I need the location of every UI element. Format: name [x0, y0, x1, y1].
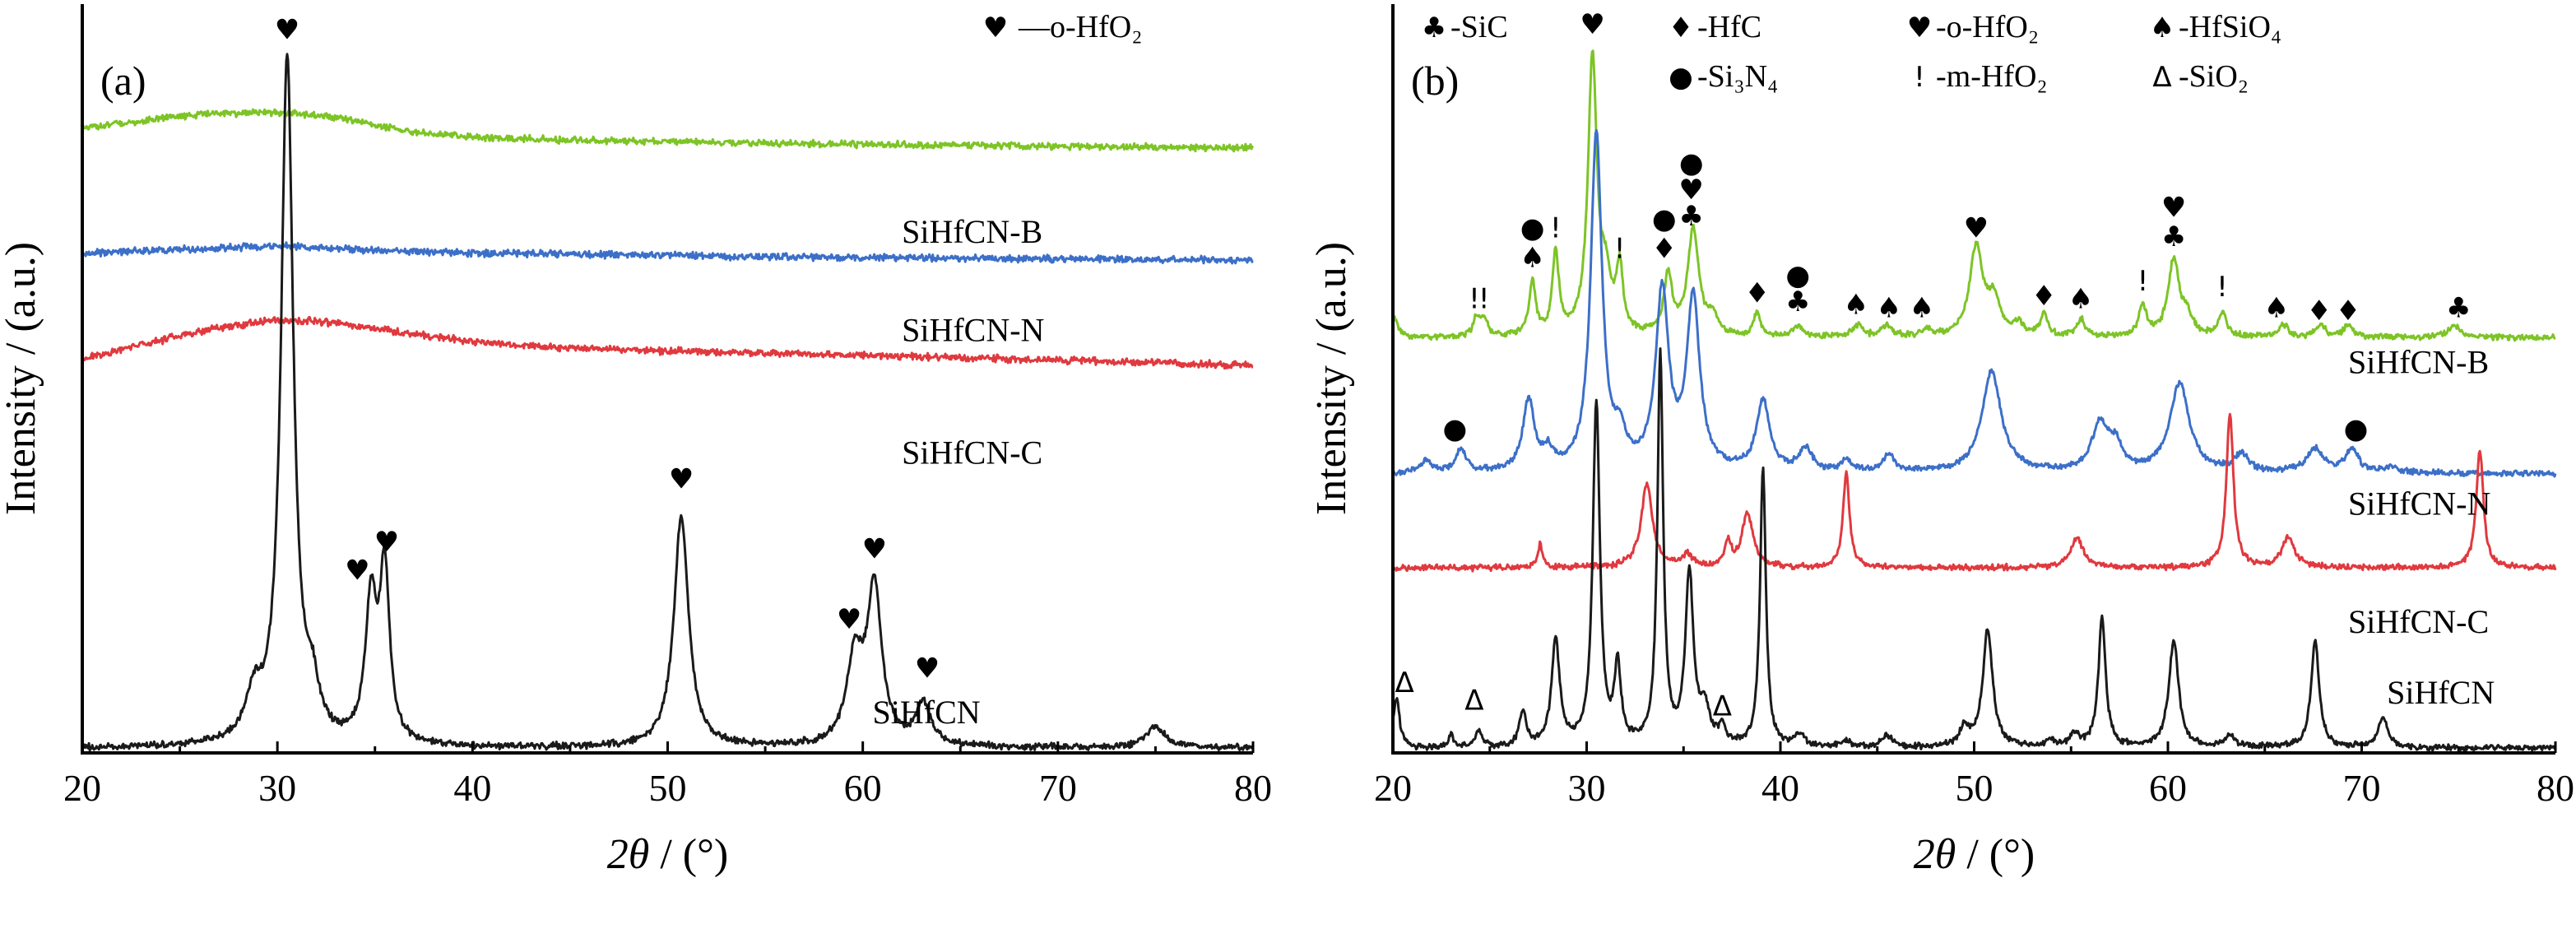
- legend-entry: -Si₃N₄: [1697, 59, 1778, 94]
- x-tick-label: 30: [258, 767, 296, 809]
- diamond-marker: ♦: [2336, 295, 2360, 327]
- spade-marker: ♠: [1844, 289, 1868, 322]
- dot-marker: ●: [1443, 412, 1468, 445]
- spade-marker: ♠: [1910, 291, 1934, 324]
- spade-marker: ♠: [1877, 291, 1901, 324]
- legend-entry: -o-HfO₂: [1936, 10, 2039, 44]
- x-tick-label: 20: [1374, 767, 1412, 809]
- club-marker: ♣: [1678, 200, 1703, 233]
- legend-heart-icon: ♥: [983, 12, 1008, 44]
- dot-marker: ●: [2344, 412, 2369, 445]
- x-tick-label: 40: [453, 767, 491, 809]
- legend-entry: -m-HfO₂: [1936, 59, 2048, 94]
- diamond-marker: ♦: [2031, 280, 2056, 313]
- x-tick-label: 80: [1234, 767, 1272, 809]
- panel-label: (a): [100, 58, 146, 104]
- y-axis-title: Intensity / (a.u.): [1308, 242, 1355, 515]
- series-sihfcn-b-line: [1391, 49, 2556, 342]
- legend-entry: -SiC: [1450, 10, 1508, 44]
- delta-marker: Δ: [1464, 684, 1483, 717]
- legend-entry: -SiO₂: [2179, 59, 2249, 94]
- dot-marker: ●: [1520, 211, 1545, 244]
- excl-marker: !: [1478, 282, 1490, 315]
- diamond-marker: ♦: [1651, 233, 1676, 266]
- heart-marker: ♥: [862, 533, 887, 566]
- heart-marker: ♥: [1964, 211, 1989, 244]
- legend-heart-icon: ♥: [1907, 12, 1932, 44]
- heart-marker: ♥: [2161, 191, 2186, 224]
- heart-marker: ♥: [837, 603, 861, 636]
- dot-marker: ●: [1785, 259, 1810, 292]
- x-tick-label: 70: [1039, 767, 1077, 809]
- excl-marker: !: [2137, 265, 2149, 298]
- y-axis-title: Intensity / (a.u.): [0, 242, 44, 515]
- spade-marker: ♠: [1520, 241, 1544, 274]
- heart-marker: ♥: [345, 554, 369, 587]
- club-marker: ♣: [1785, 286, 1810, 318]
- curve-label: SiHfCN-B: [2348, 343, 2489, 380]
- legend-entry: —o-HfO₂: [1018, 10, 1142, 44]
- delta-marker: Δ: [1395, 667, 1413, 699]
- heart-marker: ♥: [275, 14, 299, 47]
- x-axis-title: 2θ / (°): [1914, 831, 2035, 878]
- panel-label: (b): [1411, 58, 1459, 104]
- series-sihfcn-n-line: [81, 241, 1254, 265]
- excl-marker: !: [2216, 271, 2228, 304]
- x-tick-label: 60: [2149, 767, 2187, 809]
- series-sihfcn-c-line: [1391, 412, 2557, 573]
- x-tick-label: 30: [1568, 767, 1606, 809]
- heart-marker: ♥: [915, 653, 940, 685]
- spade-marker: ♠: [2264, 291, 2289, 324]
- heart-marker: ♥: [1678, 174, 1703, 207]
- curve-label: SiHfCN-N: [2348, 485, 2490, 523]
- series-sihfcn-n-line: [1392, 128, 2557, 478]
- curve-label: SiHfCN: [873, 694, 981, 731]
- club-marker: ♣: [2446, 291, 2471, 324]
- club-marker: ♣: [2161, 221, 2186, 253]
- x-tick-label: 80: [2537, 767, 2574, 809]
- series-sihfcn-line: [1391, 347, 2557, 752]
- series-sihfcn-c-line: [81, 316, 1254, 370]
- series-sihfcn-b-line: [81, 108, 1255, 153]
- legend-spade-icon: ♠: [2150, 12, 2175, 44]
- excl-marker: !: [1614, 233, 1626, 266]
- panel-a: 20 30 40 50 60 70 80 2θ / (°) Intensity / (a.u.)…: [0, 4, 1272, 878]
- series-sihfcn-line: [81, 53, 1255, 752]
- legend-entry: -HfC: [1697, 10, 1761, 44]
- legend-dot-icon: ●: [1669, 61, 1693, 94]
- legend-club-icon: ♣: [1422, 12, 1446, 44]
- x-axis-title: 2θ / (°): [607, 831, 728, 878]
- dot-marker: ●: [1679, 146, 1704, 179]
- dot-marker: ●: [1652, 203, 1677, 236]
- diamond-marker: ♦: [2306, 295, 2331, 327]
- spade-marker: ♠: [2068, 282, 2093, 315]
- curve-label: SiHfCN-C: [2348, 603, 2489, 640]
- heart-marker: ♥: [669, 462, 694, 495]
- x-tick-label: 50: [1956, 767, 1993, 809]
- curve-label: SiHfCN-N: [902, 311, 1044, 348]
- x-tick-label: 70: [2343, 767, 2381, 809]
- heart-marker: ♥: [374, 526, 399, 559]
- delta-marker: Δ: [1713, 690, 1732, 723]
- heart-marker: ♥: [1580, 8, 1604, 41]
- legend-entry: -HfSiO₄: [2179, 10, 2281, 44]
- curve-label: SiHfCN-C: [902, 434, 1042, 471]
- legend-excl-icon: !: [1914, 61, 1925, 94]
- x-tick-label: 50: [649, 767, 687, 809]
- excl-marker: !: [1550, 211, 1562, 244]
- legend-delta-icon: Δ: [2152, 61, 2171, 94]
- excl-marker: !: [1469, 282, 1480, 315]
- x-tick-label: 60: [844, 767, 882, 809]
- curve-label: SiHfCN-B: [902, 213, 1042, 250]
- diamond-marker: ♦: [1744, 276, 1769, 309]
- x-tick-label: 20: [63, 767, 101, 809]
- curve-label: SiHfCN: [2387, 674, 2495, 711]
- x-tick-label: 40: [1761, 767, 1799, 809]
- legend-diamond-icon: ♦: [1669, 12, 1693, 44]
- panel-b: 20 30 40 50 60 70 80 2θ / (°) Intensity / (a.u.)…: [1308, 4, 2574, 878]
